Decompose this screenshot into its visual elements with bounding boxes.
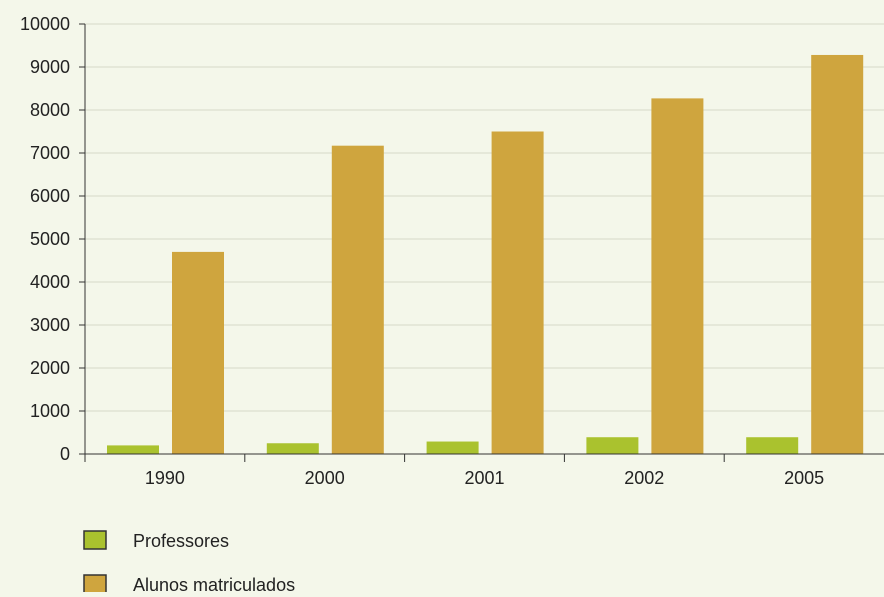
legend-swatch-alunos-matriculados (83, 574, 107, 594)
x-tick-label: 2001 (464, 468, 504, 488)
axes (79, 23, 884, 462)
bar-alunos-matriculados-2005 (811, 54, 864, 455)
y-tick-label: 10000 (20, 14, 70, 34)
y-tick-label: 9000 (30, 57, 70, 77)
y-axis-tick-labels: 0 1000 2000 3000 4000 5000 6000 7000 8000 9000 100… (20, 14, 70, 464)
y-tick-label: 8000 (30, 100, 70, 120)
x-tick-label: 2000 (305, 468, 345, 488)
y-tick-label: 3000 (30, 315, 70, 335)
y-tick-label: 1000 (30, 401, 70, 421)
y-tick-label: 6000 (30, 186, 70, 206)
bar-alunos-matriculados-2002 (651, 98, 704, 454)
bar-professores-2001 (426, 441, 479, 454)
x-tick-label: 2002 (624, 468, 664, 488)
bar-professores-2000 (266, 443, 319, 454)
bar-alunos-matriculados-2000 (331, 145, 384, 454)
bar-professores-2002 (586, 437, 639, 454)
x-axis-tick-labels: 1990 2000 2001 2002 2005 (145, 468, 824, 488)
x-tick-label: 1990 (145, 468, 185, 488)
bar-alunos-matriculados-1990 (172, 251, 224, 454)
bar-alunos-matriculados-2001 (491, 131, 544, 454)
legend-label: Professores (133, 531, 229, 551)
legend: Professores Alunos matriculados (83, 530, 295, 595)
y-tick-label: 5000 (30, 229, 70, 249)
y-tick-label: 0 (60, 444, 70, 464)
x-tick-label: 2005 (784, 468, 824, 488)
y-tick-label: 7000 (30, 143, 70, 163)
legend-swatch-professores (83, 530, 107, 550)
y-tick-label: 4000 (30, 272, 70, 292)
bar-professores-2005 (746, 437, 799, 454)
bars (107, 54, 864, 455)
y-tick-label: 2000 (30, 358, 70, 378)
bar-professores-1990 (107, 445, 159, 454)
legend-label: Alunos matriculados (133, 575, 295, 592)
